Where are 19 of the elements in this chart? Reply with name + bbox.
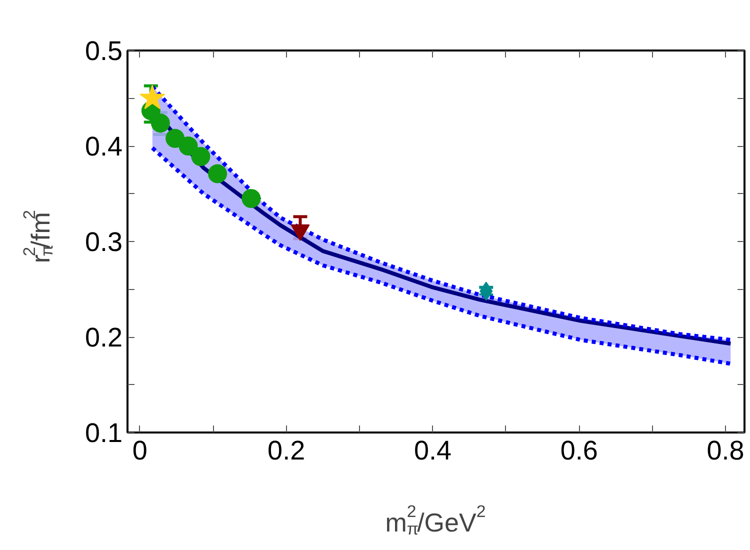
point [140, 84, 166, 110]
x-tick-label: 0.4 [414, 436, 452, 466]
point [242, 189, 261, 208]
x-tick-label: 0.6 [560, 436, 598, 466]
y-tick-label: 0.3 [84, 227, 123, 257]
line-series [150, 146, 733, 366]
y-tick-label: 0.2 [84, 322, 123, 352]
point [191, 147, 210, 166]
point [178, 136, 198, 156]
point [208, 164, 228, 184]
x-tick-label: 0 [132, 436, 148, 466]
x-tick-label: 0.8 [706, 436, 744, 466]
point [150, 114, 170, 133]
y-tick-label: 0.5 [84, 36, 123, 66]
y-axis-title: rπ2/fm2 [20, 210, 56, 264]
x-tick-label: 0.2 [268, 436, 306, 466]
y-tick-label: 0.1 [84, 418, 123, 448]
point [166, 128, 185, 148]
y-tick-label: 0.4 [84, 132, 123, 162]
